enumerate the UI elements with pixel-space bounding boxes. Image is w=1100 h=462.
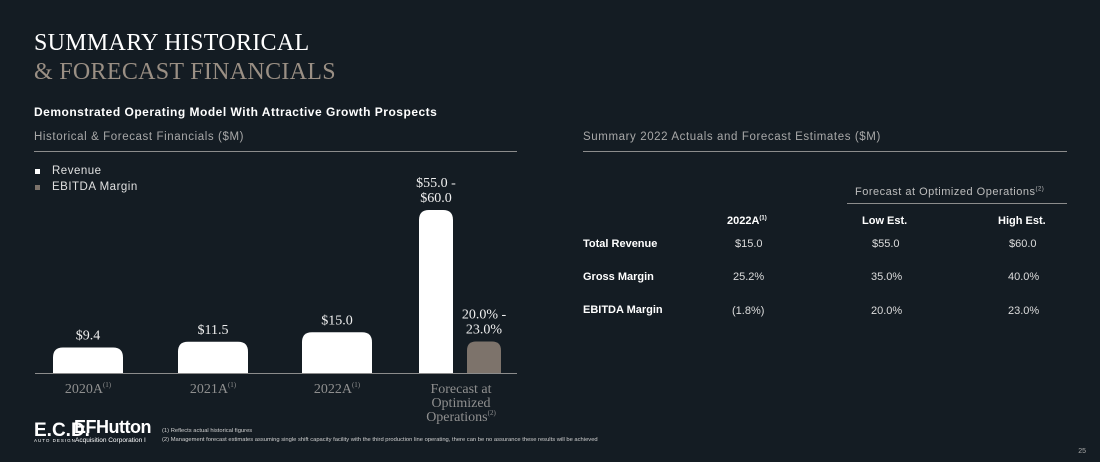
legend-marker-ebitda [35,185,40,190]
col-header-high-est: High Est. [998,215,1046,227]
ecd-logo: E.C.D. [34,420,90,441]
category-label-4-line1: Forecast at [430,382,491,397]
ebitda-label-line1: 20.0% - [462,307,507,322]
table-group-header: Forecast at Optimized Operations(2) [855,186,1045,198]
col-header-low-est: Low Est. [862,215,908,227]
page-number: 25 [1078,448,1086,455]
revenue-bar-3 [302,332,372,373]
revenue-label-4-line2: $60.0 [420,191,452,206]
page-subtitle: Demonstrated Operating Model With Attrac… [34,105,438,119]
revenue-bar-4 [419,210,453,373]
revenue-label-4-line1: $55.0 - [416,176,456,191]
col-header-2022a: 2022A(1) [727,215,767,227]
revenue-label-1: $9.4 [76,328,101,343]
row-label-total-revenue: Total Revenue [583,238,658,250]
revenue-label-3: $15.0 [321,313,353,328]
cell-ebitda-high: 23.0% [1008,305,1040,317]
cell-gross-2022a: 25.2% [733,271,765,283]
revenue-label-2: $11.5 [198,323,229,338]
legend-label-ebitda: EBITDA Margin [52,181,138,193]
footnote-1: (1) Reflects actual historical figures [162,428,253,434]
ebitda-margin-bar [467,341,501,373]
cell-revenue-2022a: $15.0 [735,238,763,250]
efhutton-logo-sub: Acquisition Corporation I [75,437,146,444]
cell-ebitda-low: 20.0% [871,305,903,317]
legend-marker-revenue [35,169,40,174]
cell-revenue-high: $60.0 [1009,238,1037,250]
legend-label-revenue: Revenue [52,165,102,177]
efhutton-logo: EFHutton [74,417,151,437]
ebitda-label-line2: 23.0% [466,322,503,337]
cell-ebitda-2022a: (1.8%) [732,305,765,317]
left-section-rule [34,151,517,152]
row-label-ebitda-margin: EBITDA Margin [583,304,663,316]
right-section-title: Summary 2022 Actuals and Forecast Estima… [583,131,881,143]
category-label-4-line2: Optimized [431,396,490,411]
left-section-title: Historical & Forecast Financials ($M) [34,131,245,143]
ecd-logo-sub: AUTO DESIGN [34,438,76,443]
category-label-3: 2022A(1) [314,381,361,397]
category-label-4-line3: Operations(2) [426,409,496,425]
category-label-1: 2020A(1) [65,381,112,397]
page-title-line1: SUMMARY HISTORICAL [34,30,310,56]
revenue-bar-1 [53,347,123,373]
financials-bar-chart: Revenue EBITDA Margin $9.4 $11.5 $15.0 $55.0 … [35,165,517,425]
row-label-gross-margin: Gross Margin [583,271,654,283]
right-section-rule [583,151,1067,152]
footnote-2: (2) Management forecast estimates assumi… [162,437,598,443]
table-group-rule [847,203,1067,204]
page-title-line2: & FORECAST FINANCIALS [34,59,336,85]
revenue-bar-2 [178,341,248,373]
cell-gross-low: 35.0% [871,271,903,283]
cell-revenue-low: $55.0 [872,238,900,250]
cell-gross-high: 40.0% [1008,271,1040,283]
category-label-2: 2021A(1) [190,381,237,397]
